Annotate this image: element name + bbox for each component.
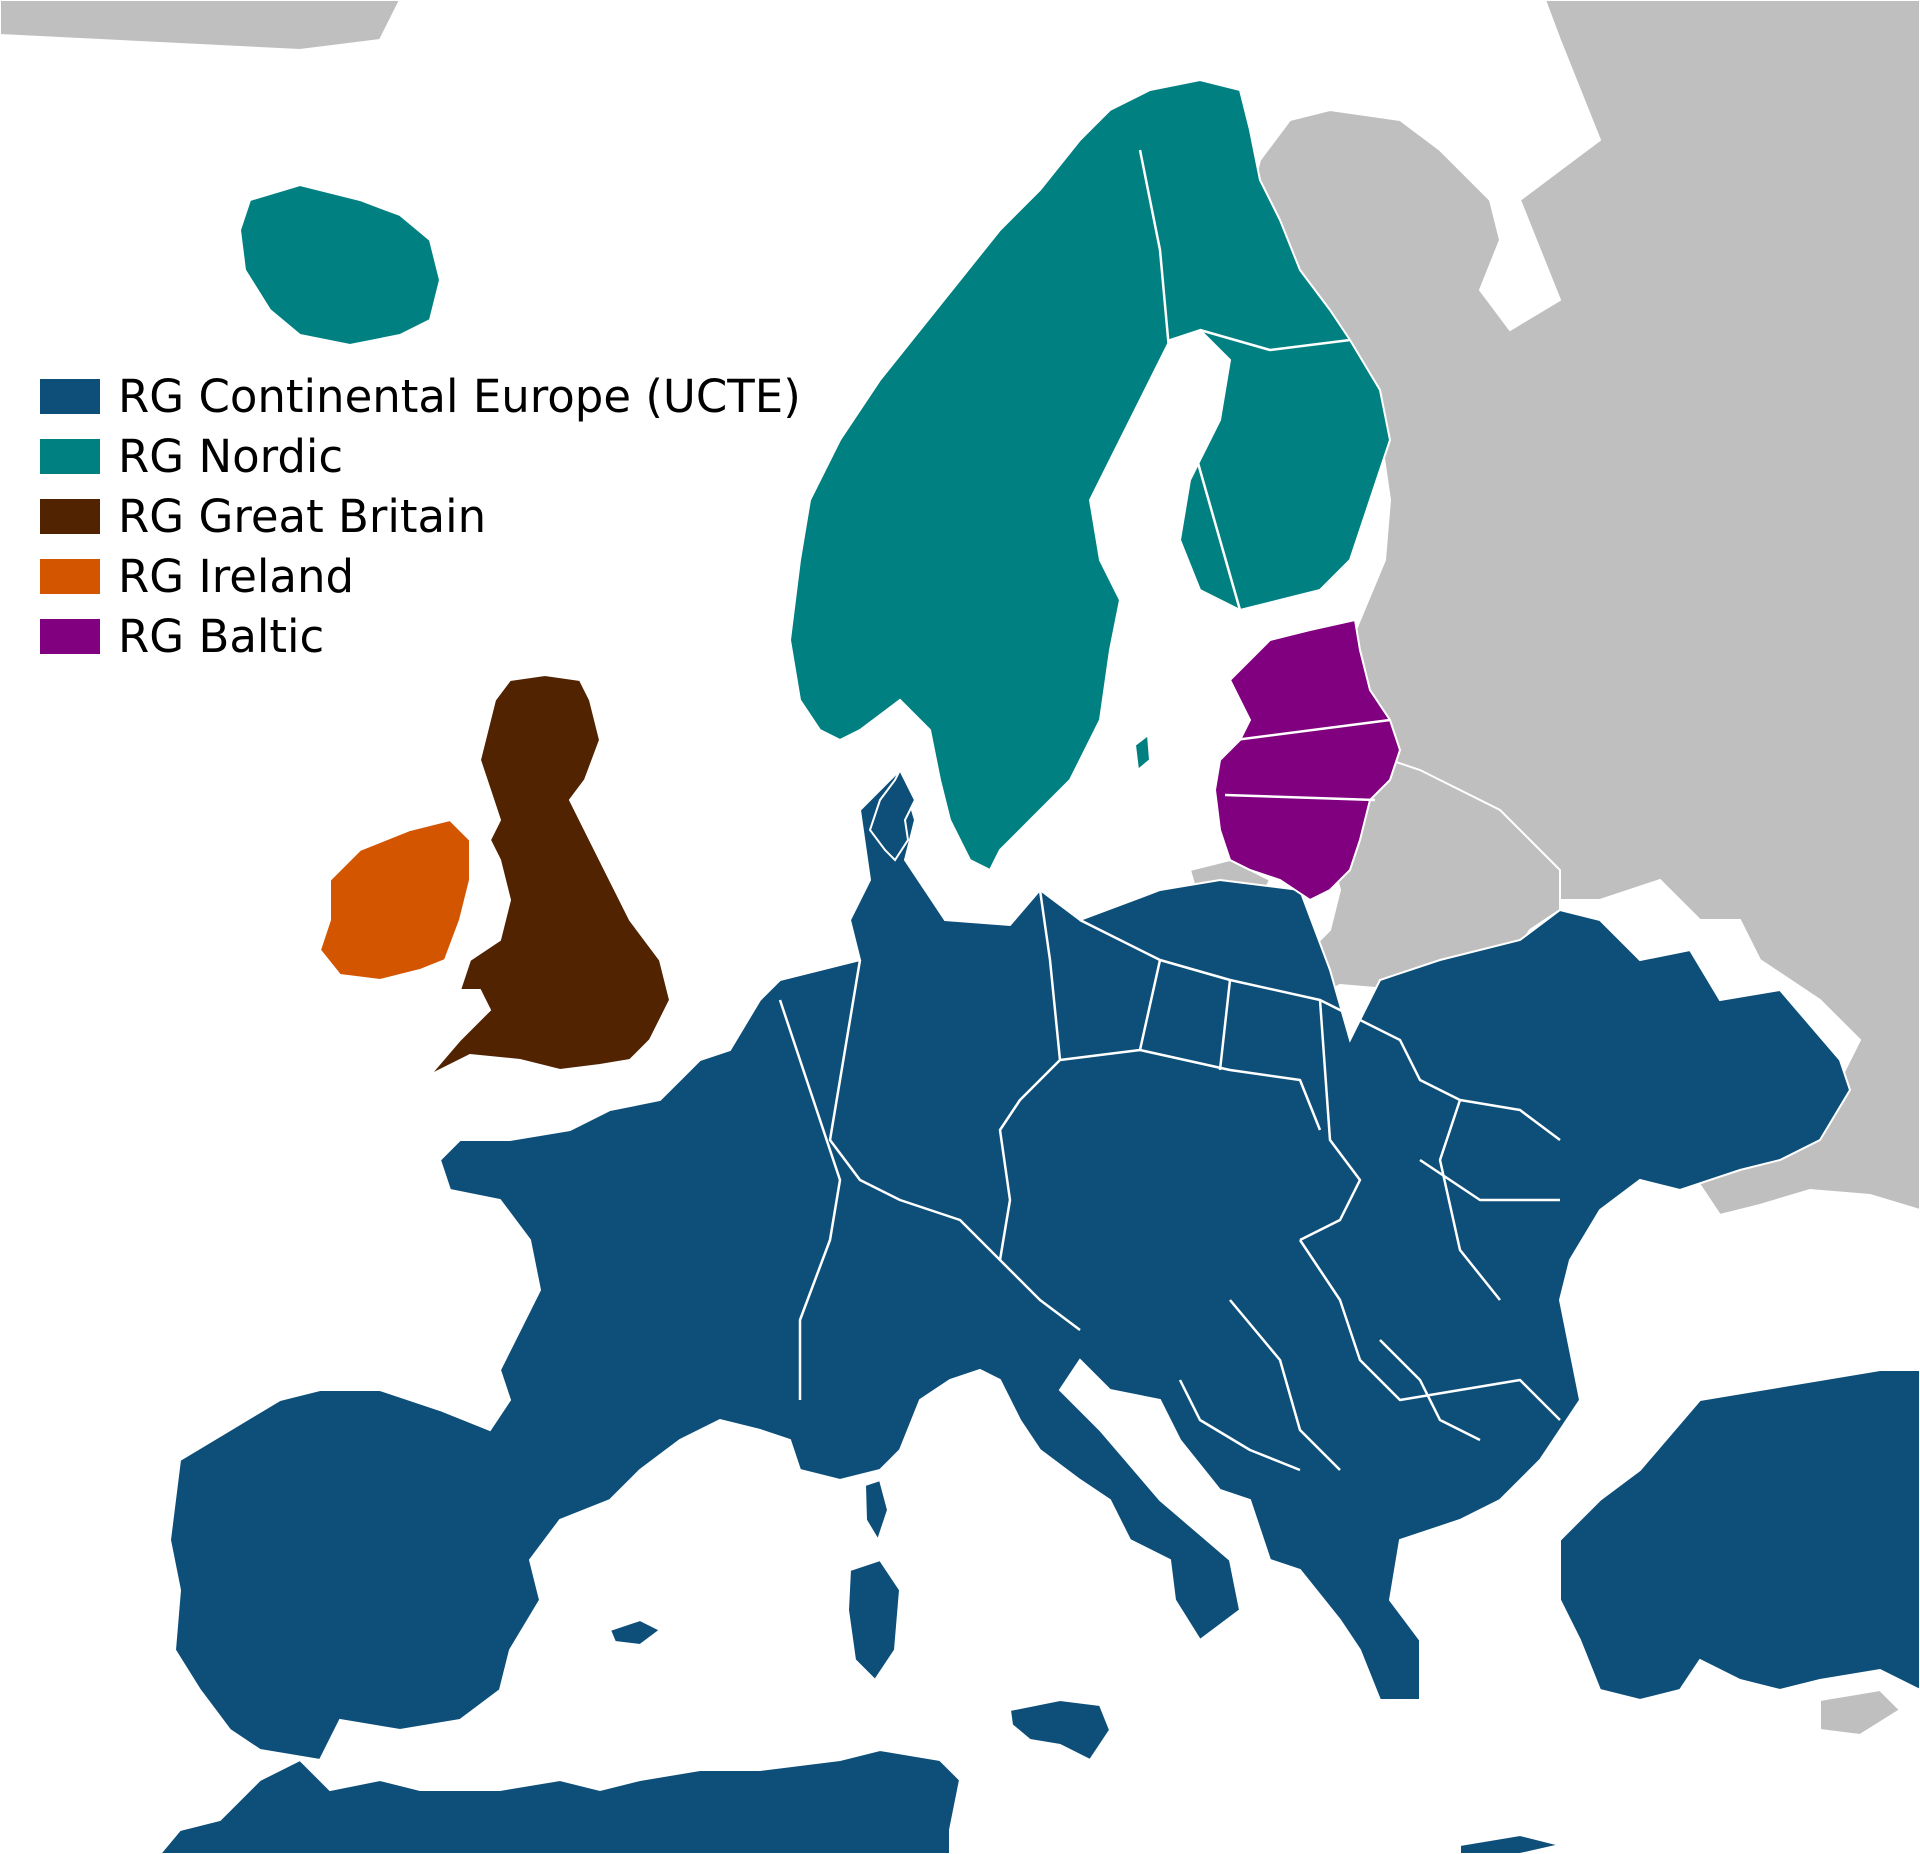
turkey-region (1559, 1369, 1920, 1702)
ireland-region (318, 818, 471, 982)
legend-swatch-nordic (40, 439, 100, 474)
continental-mainland-region (168, 768, 1852, 1762)
balearic-region (608, 1618, 662, 1647)
corsica-region (863, 1478, 890, 1543)
north-africa-region (158, 1748, 962, 1854)
legend-item-great-britain: RG Great Britain (40, 490, 801, 543)
legend-swatch-great-britain (40, 499, 100, 534)
gotland-region (1133, 733, 1152, 772)
great-britain-region (429, 673, 672, 1076)
legend-item-ireland: RG Ireland (40, 550, 801, 603)
cyprus-region (1819, 1688, 1902, 1737)
legend-swatch-baltic (40, 619, 100, 654)
baltic-states-region (1213, 618, 1402, 902)
border-lines (778, 149, 1561, 1472)
sardinia-region (846, 1558, 902, 1682)
rg-continental-europe-regions (158, 767, 1920, 1854)
iceland-region (238, 183, 442, 347)
legend-item-ucte: RG Continental Europe (UCTE) (40, 370, 801, 423)
crete-region (1459, 1833, 1561, 1854)
rg-nordic-regions (238, 78, 1392, 872)
rg-baltic-regions (1213, 618, 1402, 902)
country-borders (778, 149, 1561, 1472)
legend-label-nordic: RG Nordic (118, 430, 344, 483)
svalbard-region (0, 0, 402, 52)
legend-item-nordic: RG Nordic (40, 430, 801, 483)
legend-swatch-ucte (40, 379, 100, 414)
denmark-region (868, 767, 917, 862)
sicily-region (1008, 1698, 1112, 1762)
legend-swatch-ireland (40, 559, 100, 594)
legend-label-great-britain: RG Great Britain (118, 490, 487, 543)
legend-label-ireland: RG Ireland (118, 550, 355, 603)
rg-ireland-regions (318, 818, 471, 982)
legend-label-baltic: RG Baltic (118, 610, 325, 663)
legend-item-baltic: RG Baltic (40, 610, 801, 663)
legend-label-ucte: RG Continental Europe (UCTE) (118, 370, 801, 423)
legend: RG Continental Europe (UCTE) RG Nordic R… (40, 370, 801, 663)
rg-great-britain-regions (429, 673, 672, 1076)
